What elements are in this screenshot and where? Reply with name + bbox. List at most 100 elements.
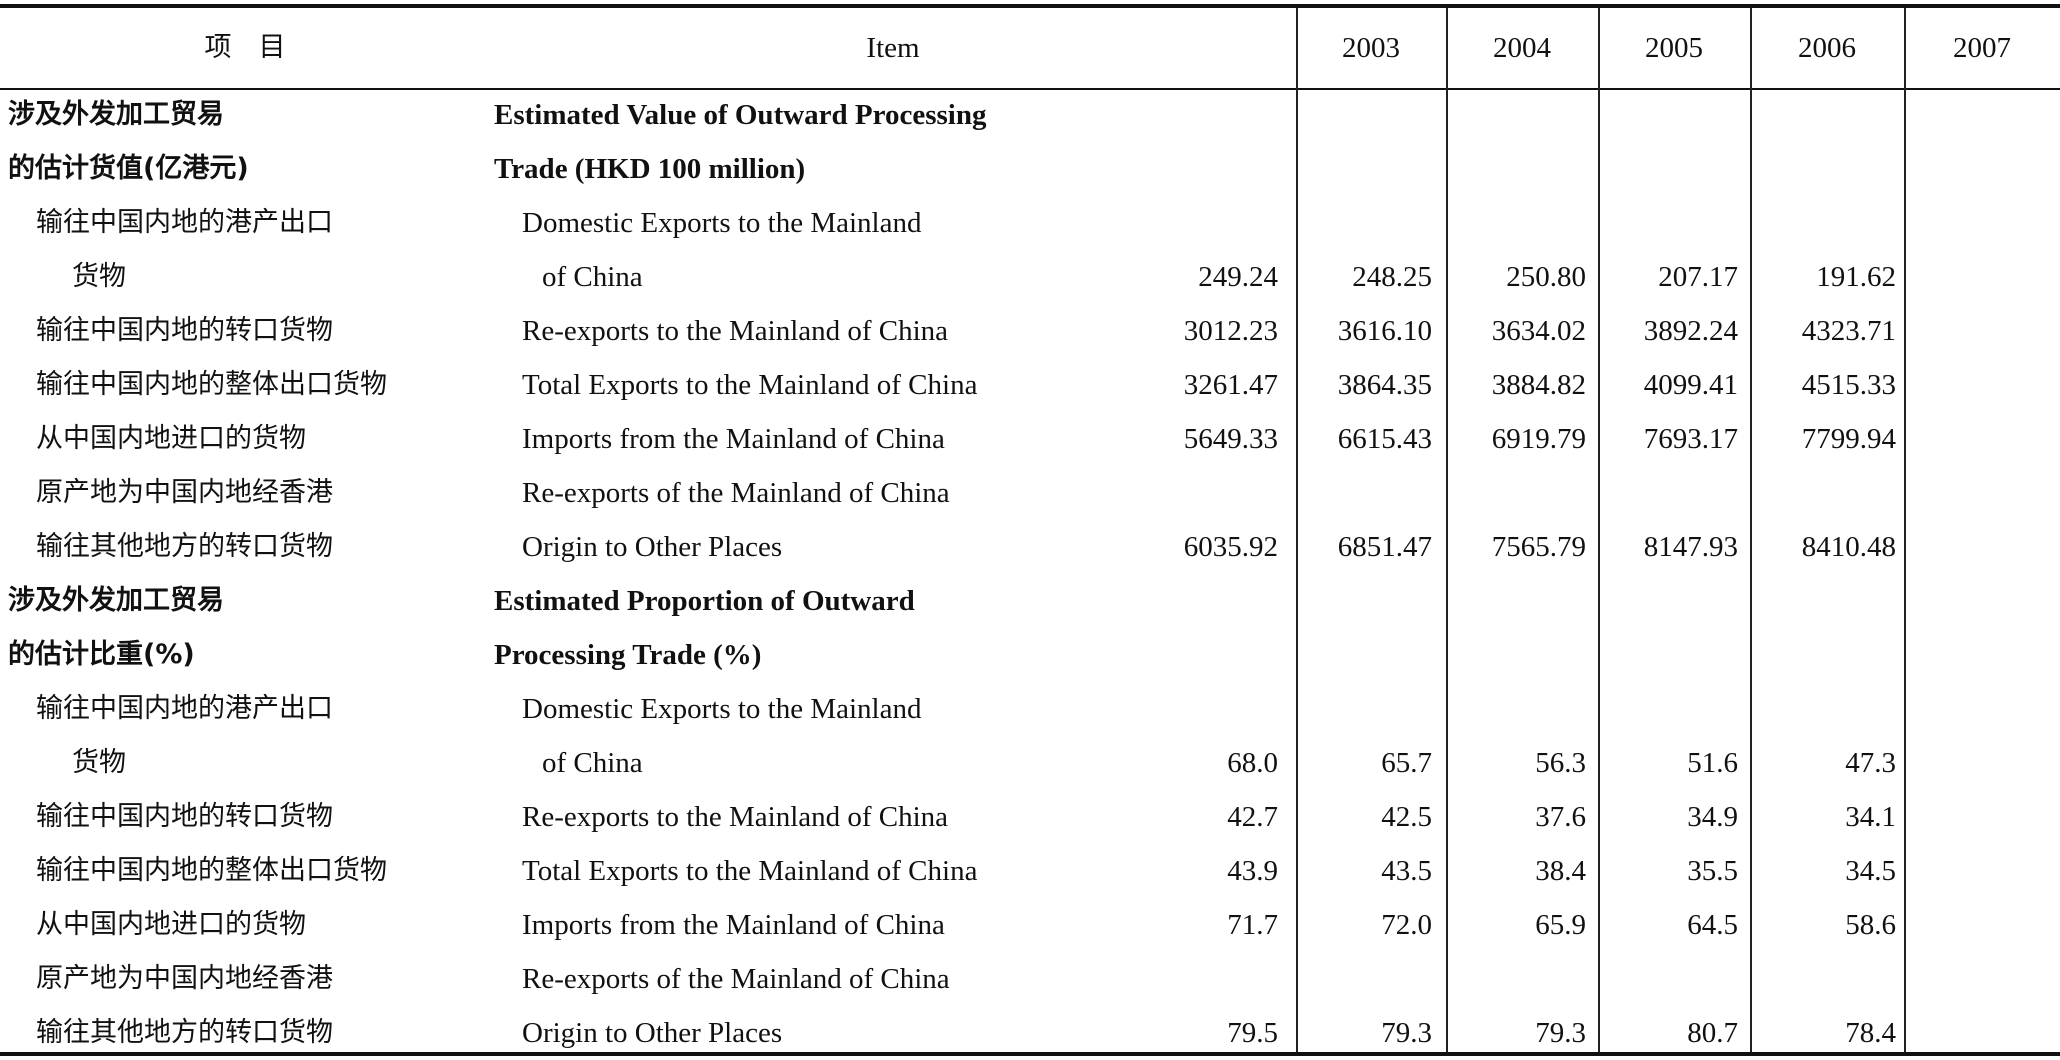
value-cell-2006 — [1592, 952, 1738, 1006]
value-cell-2006 — [1592, 142, 1738, 196]
table-row: 输往中国内地的整体出口货物 Total Exports to the Mainla… — [0, 844, 2060, 898]
table-row: 输往中国内地的整体出口货物 Total Exports to the Mainla… — [0, 358, 2060, 412]
value-cell-2004 — [1286, 574, 1432, 628]
header-year: 2007 — [1953, 32, 2011, 64]
row-label-zh: 输往中国内地的转口货物 — [36, 801, 333, 832]
value-cell-2004 — [1286, 196, 1432, 250]
table-row: 输往中国内地的港产出口 Domestic Exports to the Mainl… — [0, 682, 2060, 736]
header-year: 2006 — [1798, 32, 1856, 64]
value-cell-2007 — [1750, 196, 1896, 250]
value-cell-2006 — [1592, 196, 1738, 250]
value-cell-2003 — [1132, 88, 1278, 142]
column-divider — [1296, 8, 1298, 1052]
value-cell-2005 — [1440, 142, 1586, 196]
value-cell-2005 — [1440, 952, 1586, 1006]
header-rule — [0, 88, 2060, 90]
value-cell-2006 — [1592, 574, 1738, 628]
value-cell-2007: 47.3 — [1845, 747, 1896, 779]
value-cell-2007: 4515.33 — [1801, 369, 1896, 401]
value-cell-2005 — [1440, 628, 1586, 682]
value-cell-2006: 34.9 — [1687, 801, 1738, 833]
row-label-zh: 从中国内地进口的货物 — [36, 423, 306, 454]
table-bottom-rule — [0, 1052, 2060, 1056]
row-label-en: Processing Trade (%) — [494, 639, 762, 671]
value-cell-2006 — [1592, 682, 1738, 736]
row-label-zh: 原产地为中国内地经香港 — [36, 963, 333, 994]
value-cell-2003: 42.7 — [1227, 801, 1278, 833]
value-cell-2006 — [1592, 88, 1738, 142]
table-row: 涉及外发加工贸易 Estimated Proportion of Outward — [0, 574, 2060, 628]
value-cell-2006: 8147.93 — [1643, 531, 1738, 563]
table-top-rule — [0, 4, 2060, 8]
value-cell-2007 — [1750, 574, 1896, 628]
value-cell-2005: 65.9 — [1535, 909, 1586, 941]
row-label-zh: 输往中国内地的转口货物 — [36, 315, 333, 346]
value-cell-2003 — [1132, 574, 1278, 628]
row-label-zh: 从中国内地进口的货物 — [36, 909, 306, 940]
value-cell-2005: 3634.02 — [1491, 315, 1586, 347]
row-label-en: Imports from the Mainland of China — [522, 909, 945, 941]
row-label-en: Origin to Other Places — [522, 1017, 783, 1049]
value-cell-2004: 6851.47 — [1337, 531, 1432, 563]
row-label-en: Estimated Proportion of Outward — [494, 585, 915, 617]
value-cell-2007: 34.5 — [1845, 855, 1896, 887]
header-year: 2004 — [1493, 32, 1551, 64]
value-cell-2003: 43.9 — [1227, 855, 1278, 887]
value-cell-2005: 56.3 — [1535, 747, 1586, 779]
value-cell-2003 — [1132, 466, 1278, 520]
row-label-en: Origin to Other Places — [522, 531, 783, 563]
value-cell-2003 — [1132, 952, 1278, 1006]
value-cell-2003: 68.0 — [1227, 747, 1278, 779]
table-row: 输往中国内地的转口货物 Re-exports to the Mainland of… — [0, 304, 2060, 358]
value-cell-2004 — [1286, 628, 1432, 682]
value-cell-2007: 8410.48 — [1801, 531, 1896, 563]
table-row: 从中国内地进口的货物 Imports from the Mainland of C… — [0, 898, 2060, 952]
row-label-en: Total Exports to the Mainland of China — [522, 855, 978, 887]
value-cell-2005 — [1440, 196, 1586, 250]
value-cell-2003: 249.24 — [1198, 261, 1278, 293]
table-row: 的估计比重(%) Processing Trade (%) — [0, 628, 2060, 682]
value-cell-2007: 58.6 — [1845, 909, 1896, 941]
value-cell-2007: 191.62 — [1816, 261, 1896, 293]
value-cell-2003: 6035.92 — [1183, 531, 1278, 563]
row-label-en: Domestic Exports to the Mainland — [522, 207, 922, 239]
value-cell-2005: 6919.79 — [1491, 423, 1586, 455]
row-label-zh: 输往中国内地的整体出口货物 — [36, 369, 387, 400]
table-row: 输往其他地方的转口货物 Origin to Other Places 6035.92… — [0, 520, 2060, 574]
row-label-zh: 输往其他地方的转口货物 — [36, 531, 333, 562]
value-cell-2004: 65.7 — [1381, 747, 1432, 779]
header-year: 2005 — [1645, 32, 1703, 64]
value-cell-2006: 64.5 — [1687, 909, 1738, 941]
value-cell-2003 — [1132, 628, 1278, 682]
value-cell-2007 — [1750, 628, 1896, 682]
value-cell-2007 — [1750, 682, 1896, 736]
value-cell-2004 — [1286, 952, 1432, 1006]
value-cell-2005: 38.4 — [1535, 855, 1586, 887]
value-cell-2007 — [1750, 88, 1896, 142]
value-cell-2005: 7565.79 — [1491, 531, 1586, 563]
value-cell-2005 — [1440, 682, 1586, 736]
value-cell-2006: 4099.41 — [1643, 369, 1738, 401]
value-cell-2004 — [1286, 88, 1432, 142]
row-label-en: Imports from the Mainland of China — [522, 423, 945, 455]
table-row: 原产地为中国内地经香港 Re-exports of the Mainland of… — [0, 466, 2060, 520]
header-year: 2003 — [1342, 32, 1400, 64]
row-label-zh: 输往中国内地的港产出口 — [36, 693, 333, 724]
column-divider — [1598, 8, 1600, 1052]
row-label-en: of China — [542, 261, 643, 293]
value-cell-2007: 78.4 — [1845, 1017, 1896, 1049]
table-row: 货物 of China 68.0 65.7 56.3 51.6 47.3 — [0, 736, 2060, 790]
value-cell-2004: 248.25 — [1352, 261, 1432, 293]
row-label-zh: 输往其他地方的转口货物 — [36, 1017, 333, 1048]
value-cell-2004: 79.3 — [1381, 1017, 1432, 1049]
value-cell-2003: 3012.23 — [1183, 315, 1278, 347]
header-item-en: Item — [866, 32, 920, 64]
value-cell-2006 — [1592, 466, 1738, 520]
value-cell-2007 — [1750, 142, 1896, 196]
value-cell-2003: 3261.47 — [1183, 369, 1278, 401]
value-cell-2003 — [1132, 196, 1278, 250]
table-row: 涉及外发加工贸易 Estimated Value of Outward Proce… — [0, 88, 2060, 142]
value-cell-2003: 79.5 — [1227, 1017, 1278, 1049]
row-label-en: Re-exports to the Mainland of China — [522, 801, 949, 833]
table-row: 原产地为中国内地经香港 Re-exports of the Mainland of… — [0, 952, 2060, 1006]
